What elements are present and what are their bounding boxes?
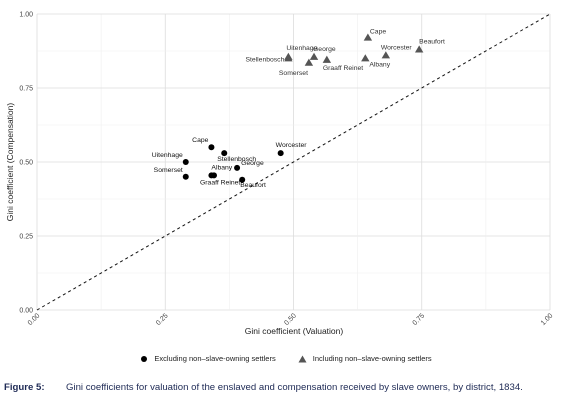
point-label: Worcester	[276, 142, 308, 149]
scatter-chart: 0.00 0.25 0.50 0.75 1.00 0.00 0.25 0.50 0.75 1.0…	[5, 12, 555, 337]
point-including-beaufort	[414, 45, 424, 53]
point-excluding-cape	[208, 144, 215, 151]
point-including-cape	[363, 33, 373, 41]
point-label: George	[241, 160, 264, 167]
y-tick-label: 1.00	[19, 12, 33, 19]
reference-line-y-equals-x	[36, 13, 551, 311]
point-excluding-somerset	[182, 173, 189, 180]
legend-item-including: Including non–slave-owning settlers	[298, 354, 432, 363]
point-excluding-stellenbosch	[221, 150, 228, 157]
point-label: Stellenbosch	[245, 56, 284, 63]
x-tick-label: 0.75	[412, 312, 427, 327]
point-label: Cape	[370, 29, 386, 36]
x-tick-label: 1.00	[540, 312, 555, 327]
point-label: Uitenhage	[286, 45, 317, 52]
point-including-worcester	[381, 51, 391, 59]
figure-caption: Figure 5: Gini coefficients for valuation…	[4, 382, 568, 393]
point-excluding-worcester	[277, 150, 284, 157]
circle-marker-icon	[141, 355, 148, 362]
point-label: Somerset	[279, 70, 308, 77]
y-tick-label: 0.50	[19, 160, 33, 167]
x-axis-ticks: 0.00 0.25 0.50 0.75 1.00	[27, 312, 555, 327]
point-excluding-beaufort	[239, 176, 246, 183]
point-including-george	[309, 52, 319, 60]
y-tick-label: 0.25	[19, 234, 33, 241]
y-axis-ticks: 0.00 0.25 0.50 0.75 1.00	[19, 12, 33, 315]
point-label: Graaff Reinet	[323, 65, 363, 72]
data-points	[182, 33, 424, 183]
triangle-marker-icon	[298, 355, 307, 363]
x-tick-label: 0.00	[27, 312, 42, 327]
figure-caption-label: Figure 5:	[4, 382, 45, 393]
point-label: Graaff Reinet	[200, 179, 240, 186]
point-label: Cape	[192, 137, 208, 144]
legend: Excluding non–slave-owning settlers Incl…	[0, 353, 572, 363]
y-tick-label: 0.00	[19, 308, 33, 315]
x-axis-label: Gini coefficient (Valuation)	[245, 326, 344, 336]
legend-label-excluding: Excluding non–slave-owning settlers	[154, 353, 276, 363]
point-label: Somerset	[154, 167, 183, 174]
legend-item-excluding: Excluding non–slave-owning settlers	[140, 353, 276, 363]
point-label: Uitenhage	[152, 152, 183, 159]
y-axis-label: Gini coefficient (Compensation)	[5, 103, 15, 222]
point-label: Albany	[211, 164, 232, 171]
y-tick-label: 0.75	[19, 86, 33, 93]
point-label: Stellenbosch	[217, 156, 256, 163]
point-label: Albany	[369, 61, 390, 68]
point-labels: CapeUitenhageStellenboschWorcesterSomers…	[152, 29, 445, 189]
gridlines	[36, 13, 551, 311]
point-label: Worcester	[381, 44, 413, 51]
point-including-graaff-reinet	[322, 55, 332, 63]
point-excluding-george	[234, 164, 241, 171]
legend-label-including: Including non–slave-owning settlers	[312, 353, 432, 363]
point-label: George	[313, 46, 336, 53]
point-including-somerset	[304, 58, 314, 66]
point-including-albany	[361, 54, 370, 62]
point-including-stellenbosch	[284, 54, 293, 62]
point-excluding-graaff-reinet	[210, 172, 217, 179]
x-tick-label: 0.25	[155, 312, 170, 327]
x-tick-label: 0.50	[283, 312, 298, 327]
point-label: Beaufort	[240, 182, 266, 189]
point-excluding-uitenhage	[182, 159, 189, 165]
point-label: Beaufort	[419, 39, 445, 46]
figure-caption-text: Gini coefficients for valuation of the e…	[66, 382, 523, 393]
